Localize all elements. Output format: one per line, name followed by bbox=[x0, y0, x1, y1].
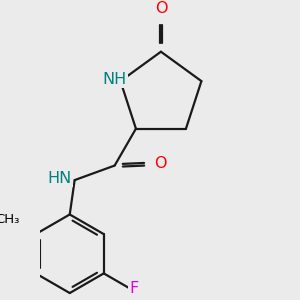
Text: HN: HN bbox=[48, 171, 72, 186]
Text: CH₃: CH₃ bbox=[0, 213, 19, 226]
Text: F: F bbox=[130, 280, 139, 296]
Text: O: O bbox=[154, 156, 167, 171]
Text: O: O bbox=[155, 1, 167, 16]
Text: NH: NH bbox=[102, 72, 127, 87]
